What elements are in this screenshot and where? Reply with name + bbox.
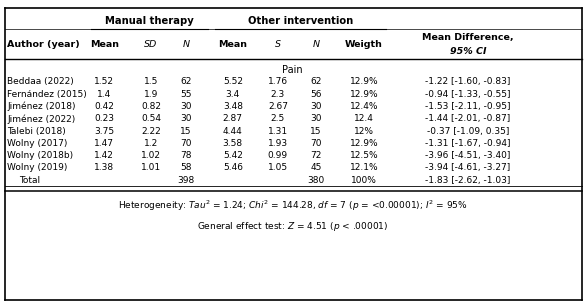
Text: SD: SD [144, 40, 157, 49]
Text: -3.96 [-4.51, -3.40]: -3.96 [-4.51, -3.40] [425, 151, 511, 160]
Text: 1.2: 1.2 [144, 139, 158, 148]
Text: 1.4: 1.4 [97, 90, 111, 99]
Text: 398: 398 [177, 176, 195, 185]
Text: 30: 30 [180, 114, 192, 123]
Text: 70: 70 [180, 139, 192, 148]
Text: 95% CI: 95% CI [450, 47, 486, 56]
Text: Jiménez (2018): Jiménez (2018) [7, 102, 75, 111]
Text: -1.31 [-1.67, -0.94]: -1.31 [-1.67, -0.94] [425, 139, 511, 148]
Text: Fernández (2015): Fernández (2015) [7, 90, 87, 99]
Text: 0.99: 0.99 [268, 151, 288, 160]
Text: -3.94 [-4.61, -3.27]: -3.94 [-4.61, -3.27] [425, 163, 511, 173]
Text: -0.37 [-1.09, 0.35]: -0.37 [-1.09, 0.35] [427, 126, 509, 136]
Text: 12.4: 12.4 [354, 114, 374, 123]
Text: 12.5%: 12.5% [350, 151, 378, 160]
Text: 1.52: 1.52 [94, 77, 114, 87]
Text: 45: 45 [310, 163, 322, 173]
Text: Pain: Pain [282, 65, 303, 75]
Text: Wolny (2018b): Wolny (2018b) [7, 151, 73, 160]
Text: General effect test: $\it{Z}$ = 4.51 ($\it{p}$ < .00001): General effect test: $\it{Z}$ = 4.51 ($\… [197, 220, 388, 233]
Text: Manual therapy: Manual therapy [105, 17, 194, 26]
Text: 3.58: 3.58 [223, 139, 243, 148]
Text: 1.38: 1.38 [94, 163, 114, 173]
Text: 0.42: 0.42 [94, 102, 114, 111]
Text: N: N [183, 40, 190, 49]
Text: Author (year): Author (year) [7, 40, 80, 49]
Text: 12.9%: 12.9% [350, 90, 378, 99]
Text: 12%: 12% [354, 126, 374, 136]
Text: -1.22 [-1.60, -0.83]: -1.22 [-1.60, -0.83] [425, 77, 511, 87]
Text: -1.44 [-2.01, -0.87]: -1.44 [-2.01, -0.87] [425, 114, 511, 123]
Text: 1.05: 1.05 [268, 163, 288, 173]
Text: 78: 78 [180, 151, 192, 160]
Text: 30: 30 [310, 114, 322, 123]
Text: Wolny (2017): Wolny (2017) [7, 139, 67, 148]
Text: 5.42: 5.42 [223, 151, 243, 160]
Text: 0.82: 0.82 [141, 102, 161, 111]
Text: 12.9%: 12.9% [350, 139, 378, 148]
Text: 2.22: 2.22 [141, 126, 161, 136]
Text: 62: 62 [310, 77, 322, 87]
Text: 1.76: 1.76 [268, 77, 288, 87]
Text: 3.4: 3.4 [226, 90, 240, 99]
Text: 1.47: 1.47 [94, 139, 114, 148]
Text: -1.53 [-2.11, -0.95]: -1.53 [-2.11, -0.95] [425, 102, 511, 111]
Text: 12.1%: 12.1% [350, 163, 378, 173]
Text: 56: 56 [310, 90, 322, 99]
Text: 12.4%: 12.4% [350, 102, 378, 111]
Text: 1.42: 1.42 [94, 151, 114, 160]
Text: Mean: Mean [90, 40, 119, 49]
Text: -1.83 [-2.62, -1.03]: -1.83 [-2.62, -1.03] [425, 176, 511, 185]
Text: 1.02: 1.02 [141, 151, 161, 160]
Text: 30: 30 [180, 102, 192, 111]
Text: Talebi (2018): Talebi (2018) [7, 126, 66, 136]
Text: 72: 72 [310, 151, 322, 160]
Text: 5.46: 5.46 [223, 163, 243, 173]
Text: 5.52: 5.52 [223, 77, 243, 87]
Text: 2.67: 2.67 [268, 102, 288, 111]
Text: 4.44: 4.44 [223, 126, 243, 136]
Text: 3.75: 3.75 [94, 126, 114, 136]
Text: N: N [312, 40, 319, 49]
Text: 55: 55 [180, 90, 192, 99]
Text: 70: 70 [310, 139, 322, 148]
Text: 2.5: 2.5 [271, 114, 285, 123]
Text: 1.01: 1.01 [141, 163, 161, 173]
Text: Weigth: Weigth [345, 40, 383, 49]
Text: 3.48: 3.48 [223, 102, 243, 111]
Text: 1.5: 1.5 [144, 77, 158, 87]
Text: 380: 380 [307, 176, 325, 185]
Text: 1.93: 1.93 [268, 139, 288, 148]
Text: Mean Difference,: Mean Difference, [422, 33, 514, 42]
Text: Mean: Mean [218, 40, 247, 49]
Text: Heterogeneity: $\it{Tau}^2$ = 1.24; $\it{Chi}^2$ = 144.28, $\it{df}$ = 7 ($\it{p: Heterogeneity: $\it{Tau}^2$ = 1.24; $\it… [118, 199, 467, 213]
Text: 0.23: 0.23 [94, 114, 114, 123]
Text: 1.9: 1.9 [144, 90, 158, 99]
Text: 12.9%: 12.9% [350, 77, 378, 87]
Text: 2.3: 2.3 [271, 90, 285, 99]
Text: 15: 15 [310, 126, 322, 136]
Text: Wolny (2019): Wolny (2019) [7, 163, 67, 173]
Text: 15: 15 [180, 126, 192, 136]
Text: Total: Total [19, 176, 40, 185]
Text: Other intervention: Other intervention [248, 17, 353, 26]
Text: S: S [275, 40, 281, 49]
Text: 0.54: 0.54 [141, 114, 161, 123]
Text: Beddaa (2022): Beddaa (2022) [7, 77, 74, 87]
Text: 58: 58 [180, 163, 192, 173]
Text: 2.87: 2.87 [223, 114, 243, 123]
Text: 30: 30 [310, 102, 322, 111]
Text: Jiménez (2022): Jiménez (2022) [7, 114, 75, 123]
Text: 100%: 100% [351, 176, 377, 185]
Text: -0.94 [-1.33, -0.55]: -0.94 [-1.33, -0.55] [425, 90, 511, 99]
Text: 1.31: 1.31 [268, 126, 288, 136]
Text: 62: 62 [180, 77, 192, 87]
